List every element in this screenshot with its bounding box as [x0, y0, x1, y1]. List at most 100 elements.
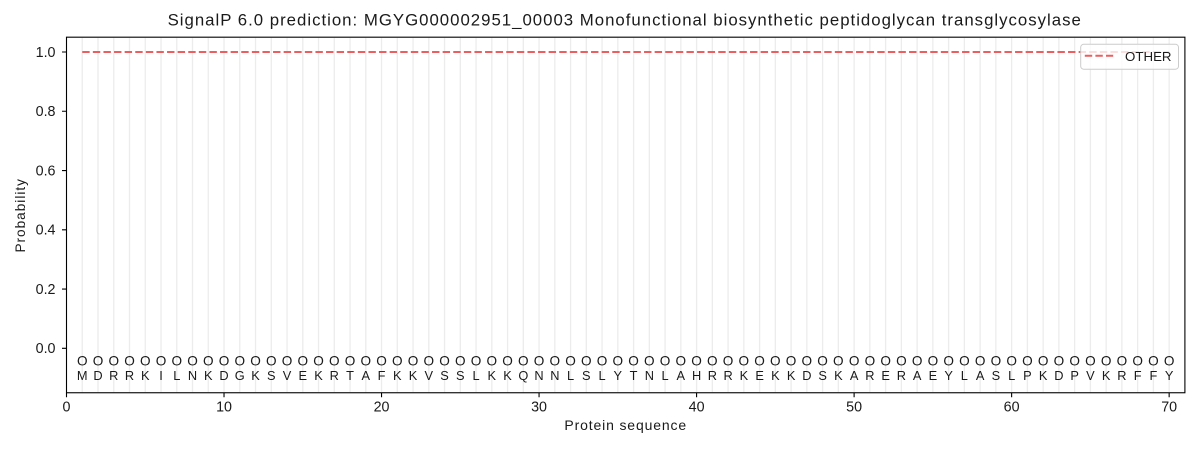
svg-text:10: 10: [216, 400, 232, 416]
svg-text:R: R: [125, 368, 134, 383]
svg-text:A: A: [913, 368, 922, 383]
svg-text:1.0: 1.0: [36, 45, 56, 61]
svg-text:Y: Y: [1165, 368, 1174, 383]
svg-text:20: 20: [374, 400, 390, 416]
svg-text:L: L: [472, 368, 479, 383]
svg-text:V: V: [1086, 368, 1095, 383]
svg-text:H: H: [692, 368, 701, 383]
svg-text:O: O: [943, 353, 954, 368]
svg-text:O: O: [865, 353, 876, 368]
svg-text:O: O: [329, 353, 340, 368]
svg-text:O: O: [550, 353, 561, 368]
svg-text:K: K: [251, 368, 260, 383]
svg-text:R: R: [865, 368, 874, 383]
svg-text:O: O: [723, 353, 734, 368]
svg-text:O: O: [581, 353, 592, 368]
svg-text:O: O: [171, 353, 182, 368]
svg-text:O: O: [691, 353, 702, 368]
svg-text:O: O: [219, 353, 230, 368]
svg-text:F: F: [378, 368, 386, 383]
svg-text:O: O: [1101, 353, 1112, 368]
svg-text:O: O: [1164, 353, 1175, 368]
svg-text:T: T: [346, 368, 354, 383]
svg-text:E: E: [929, 368, 938, 383]
svg-text:O: O: [628, 353, 639, 368]
svg-text:A: A: [976, 368, 985, 383]
svg-text:O: O: [487, 353, 498, 368]
svg-text:O: O: [345, 353, 356, 368]
svg-text:O: O: [297, 353, 308, 368]
svg-text:K: K: [1102, 368, 1111, 383]
svg-text:O: O: [912, 353, 923, 368]
svg-text:S: S: [456, 368, 465, 383]
svg-text:O: O: [770, 353, 781, 368]
svg-text:P: P: [1070, 368, 1079, 383]
svg-text:O: O: [471, 353, 482, 368]
svg-text:D: D: [93, 368, 102, 383]
svg-text:O: O: [93, 353, 104, 368]
svg-text:K: K: [771, 368, 780, 383]
svg-text:70: 70: [1161, 400, 1177, 416]
svg-text:O: O: [250, 353, 261, 368]
svg-text:0: 0: [63, 400, 71, 416]
svg-text:L: L: [961, 368, 968, 383]
svg-text:O: O: [376, 353, 387, 368]
svg-text:K: K: [314, 368, 323, 383]
svg-text:0.6: 0.6: [36, 163, 56, 179]
svg-text:K: K: [787, 368, 796, 383]
svg-text:D: D: [219, 368, 228, 383]
svg-text:30: 30: [531, 400, 547, 416]
svg-text:D: D: [802, 368, 811, 383]
svg-text:S: S: [267, 368, 276, 383]
svg-text:O: O: [676, 353, 687, 368]
svg-text:O: O: [802, 353, 813, 368]
svg-text:S: S: [582, 368, 591, 383]
svg-text:O: O: [408, 353, 419, 368]
svg-text:O: O: [1038, 353, 1049, 368]
svg-text:K: K: [834, 368, 843, 383]
svg-text:O: O: [644, 353, 655, 368]
svg-text:0.2: 0.2: [36, 282, 56, 298]
svg-text:R: R: [897, 368, 906, 383]
svg-text:O: O: [613, 353, 624, 368]
svg-text:O: O: [234, 353, 245, 368]
svg-text:O: O: [565, 353, 576, 368]
svg-text:V: V: [283, 368, 292, 383]
svg-text:O: O: [975, 353, 986, 368]
svg-text:A: A: [677, 368, 686, 383]
svg-text:Y: Y: [944, 368, 953, 383]
svg-text:O: O: [77, 353, 88, 368]
svg-text:O: O: [880, 353, 891, 368]
svg-text:O: O: [534, 353, 545, 368]
svg-text:K: K: [393, 368, 402, 383]
svg-text:O: O: [786, 353, 797, 368]
svg-text:D: D: [1054, 368, 1063, 383]
svg-text:E: E: [755, 368, 764, 383]
svg-text:K: K: [141, 368, 150, 383]
svg-text:O: O: [928, 353, 939, 368]
svg-text:O: O: [124, 353, 135, 368]
svg-text:K: K: [740, 368, 749, 383]
svg-text:50: 50: [846, 400, 862, 416]
svg-text:V: V: [425, 368, 434, 383]
svg-text:0.8: 0.8: [36, 104, 56, 120]
svg-text:O: O: [313, 353, 324, 368]
svg-text:O: O: [424, 353, 435, 368]
svg-text:O: O: [959, 353, 970, 368]
svg-text:O: O: [1117, 353, 1128, 368]
svg-text:R: R: [723, 368, 732, 383]
svg-text:R: R: [109, 368, 118, 383]
svg-text:O: O: [140, 353, 151, 368]
svg-text:Probability: Probability: [13, 178, 28, 252]
svg-text:O: O: [754, 353, 765, 368]
svg-text:O: O: [660, 353, 671, 368]
svg-text:N: N: [645, 368, 654, 383]
svg-text:O: O: [439, 353, 450, 368]
svg-text:SignalP 6.0 prediction: MGYG00: SignalP 6.0 prediction: MGYG000002951_00…: [168, 10, 1082, 29]
svg-text:N: N: [550, 368, 559, 383]
svg-text:O: O: [1069, 353, 1080, 368]
svg-text:L: L: [567, 368, 574, 383]
svg-text:S: S: [992, 368, 1001, 383]
svg-text:O: O: [156, 353, 167, 368]
svg-text:O: O: [266, 353, 277, 368]
